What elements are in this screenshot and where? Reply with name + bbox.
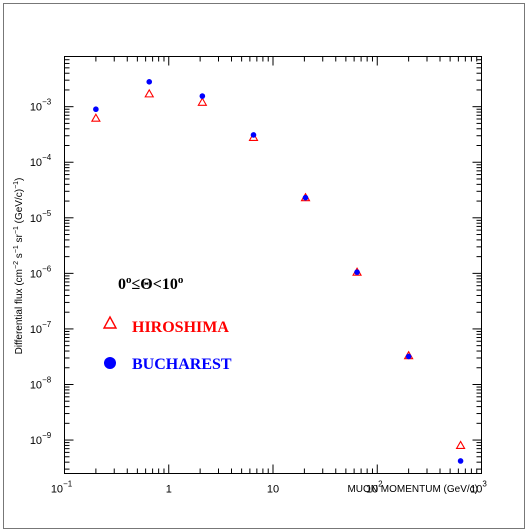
x-tick-label: 1 [166,484,172,496]
y-tick-label: 10−8 [30,375,52,391]
data-point-bucharest [250,132,257,138]
x-tick-label: 10−1 [51,480,73,496]
data-point-bucharest [405,353,412,360]
y-tick-label: 10−7 [30,320,52,336]
x-axis-title: MUON MOMENTUM (GeV/c) [347,484,478,495]
x-tick-label: 103 [470,480,487,496]
data-point-bucharest [302,194,309,201]
outer-frame [3,3,525,529]
legend-marker-bucharest [104,357,116,369]
data-point-bucharest [457,458,464,464]
data-point-bucharest [199,93,206,99]
data-point-bucharest [93,106,99,113]
plot-frame [64,56,482,474]
y-tick-label: 10−4 [30,153,52,169]
x-tick-label: 102 [366,480,383,496]
data-point-hiroshima [455,440,466,449]
data-marks [90,79,466,464]
legend-label-bucharest: BUCHAREST [132,356,232,373]
legend: 0o≤Θ<10o HIROSHIMA BUCHAREST [102,274,232,373]
y-tick-label: 10−5 [30,209,52,225]
angle-range-annotation: 0o≤Θ<10o [118,274,184,293]
data-point-hiroshima [197,97,208,106]
data-point-bucharest [146,79,153,85]
tick-labels: 10−1 1 10 102 103 10−3 10−4 10−5 10−6 10−7 10−8 10−… [30,98,488,496]
data-point-hiroshima [144,88,155,98]
y-tick-label: 10−6 [30,264,52,280]
axis-ticks [64,56,482,474]
x-tick-label: 10 [267,484,279,496]
legend-marker-hiroshima [102,315,118,329]
y-axis-title: Differential flux (cm−2 s−1 sr−1 (GeV/c)… [13,178,25,355]
legend-label-hiroshima: HIROSHIMA [132,319,229,336]
data-point-hiroshima [90,113,101,122]
y-tick-label: 10−9 [30,431,52,447]
y-tick-label: 10−3 [30,98,52,114]
data-point-bucharest [354,269,360,275]
